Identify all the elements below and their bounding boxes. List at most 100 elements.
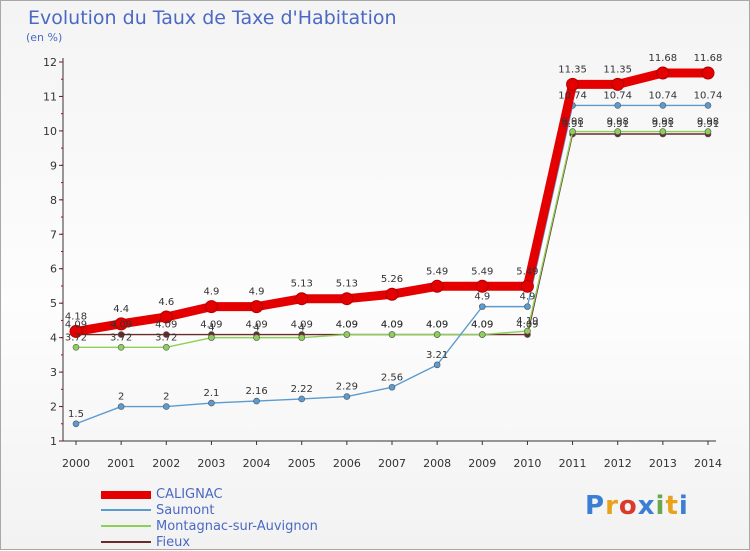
x-tick-label: 2010 bbox=[513, 457, 541, 470]
data-label: 5.49 bbox=[471, 266, 493, 277]
data-label: 9.98 bbox=[561, 117, 583, 128]
data-label: 5.49 bbox=[426, 266, 448, 277]
data-point bbox=[298, 395, 306, 403]
data-label: 5.26 bbox=[381, 274, 403, 285]
legend-swatch bbox=[101, 491, 151, 499]
data-label: 9.91 bbox=[697, 119, 719, 130]
data-label: 2.29 bbox=[336, 382, 358, 393]
logo-letter: t bbox=[665, 491, 679, 521]
series-layer bbox=[69, 66, 715, 428]
data-point bbox=[569, 128, 576, 135]
data-point bbox=[659, 128, 667, 135]
y-tick-label: 5 bbox=[50, 297, 57, 310]
data-point bbox=[162, 403, 170, 410]
data-point bbox=[478, 331, 486, 338]
data-label: 9.91 bbox=[652, 119, 674, 130]
data-point bbox=[340, 292, 354, 306]
data-label: 2.16 bbox=[245, 386, 267, 397]
data-label: 4.09 bbox=[381, 320, 403, 331]
data-point bbox=[659, 102, 667, 109]
x-tick-label: 2004 bbox=[243, 457, 271, 470]
y-tick-label: 4 bbox=[50, 332, 57, 345]
data-point bbox=[701, 66, 715, 80]
y-tick-label: 12 bbox=[43, 56, 57, 69]
data-point bbox=[208, 399, 215, 407]
data-point bbox=[566, 77, 580, 91]
data-point bbox=[656, 66, 670, 80]
data-point bbox=[72, 343, 80, 351]
data-label: 4.09 bbox=[381, 320, 403, 331]
proxiti-logo: Proxiti bbox=[585, 491, 689, 521]
data-point bbox=[388, 383, 396, 391]
data-label: 4.9 bbox=[474, 292, 490, 303]
data-label: 2 bbox=[118, 392, 124, 403]
data-label: 4 bbox=[299, 323, 305, 334]
data-label: 11.35 bbox=[603, 64, 632, 75]
logo-letter: i bbox=[678, 491, 689, 521]
x-tick-label: 2009 bbox=[468, 457, 496, 470]
data-label: 5.49 bbox=[516, 266, 538, 277]
x-tick-label: 2005 bbox=[288, 457, 316, 470]
data-point bbox=[253, 334, 260, 341]
x-tick-label: 2007 bbox=[378, 457, 406, 470]
data-point bbox=[524, 327, 531, 335]
data-label: 10.74 bbox=[694, 90, 723, 101]
legend-label: CALIGNAC bbox=[156, 487, 223, 502]
data-label: 4.09 bbox=[471, 320, 493, 331]
data-label: 10.74 bbox=[558, 90, 587, 101]
legend-swatch bbox=[101, 541, 151, 543]
y-tick-label: 3 bbox=[50, 366, 57, 379]
data-point bbox=[298, 334, 306, 341]
y-tick-label: 1 bbox=[50, 435, 57, 448]
y-tick-label: 11 bbox=[43, 90, 57, 103]
data-label: 4.09 bbox=[110, 320, 132, 331]
data-point bbox=[614, 128, 622, 135]
logo-letter: x bbox=[637, 491, 656, 521]
data-point bbox=[433, 361, 441, 369]
data-label: 4.09 bbox=[245, 320, 267, 331]
x-tick-label: 2001 bbox=[107, 457, 135, 470]
legend-label: Montagnac-sur-Auvignon bbox=[156, 519, 318, 534]
data-point bbox=[388, 331, 396, 338]
data-label: 9.98 bbox=[652, 117, 674, 128]
data-point bbox=[117, 343, 125, 351]
data-label: 4.09 bbox=[336, 320, 358, 331]
data-label: 9.98 bbox=[697, 117, 719, 128]
data-label: 9.91 bbox=[561, 119, 583, 130]
x-tick-label: 2014 bbox=[694, 457, 722, 470]
data-label: 2.22 bbox=[291, 384, 313, 395]
data-label: 4 bbox=[208, 323, 214, 334]
data-label: 11.68 bbox=[694, 53, 723, 64]
data-label: 4.4 bbox=[113, 304, 129, 315]
logo-letter: r bbox=[605, 491, 619, 521]
data-label: 10.74 bbox=[603, 90, 632, 101]
chart-title: Evolution du Taux de Taxe d'Habitation bbox=[28, 7, 397, 29]
data-label: 4.09 bbox=[291, 320, 313, 331]
data-label: 5.13 bbox=[336, 279, 358, 290]
x-tick-label: 2012 bbox=[604, 457, 632, 470]
y-tick-label: 8 bbox=[50, 194, 57, 207]
x-tick-label: 2011 bbox=[559, 457, 587, 470]
x-tick-label: 2008 bbox=[423, 457, 451, 470]
data-point bbox=[704, 102, 712, 109]
legend-swatch bbox=[101, 525, 151, 527]
data-label: 4.09 bbox=[336, 320, 358, 331]
data-point bbox=[385, 287, 399, 301]
data-point bbox=[343, 393, 351, 400]
data-point bbox=[611, 77, 625, 91]
data-point bbox=[159, 310, 173, 324]
data-point bbox=[204, 300, 218, 314]
legend-label: Fieux bbox=[156, 535, 191, 550]
data-label: 4.09 bbox=[426, 320, 448, 331]
data-label: 4.09 bbox=[516, 320, 538, 331]
data-label: 3.72 bbox=[110, 332, 132, 343]
y-tick-label: 10 bbox=[43, 125, 57, 138]
data-point bbox=[478, 303, 486, 310]
data-point bbox=[475, 279, 489, 293]
logo-letter: P bbox=[585, 491, 606, 521]
data-point bbox=[114, 317, 128, 331]
legend-swatch bbox=[101, 509, 151, 511]
data-label: 11.68 bbox=[649, 53, 678, 64]
legend-label: Saumont bbox=[156, 503, 215, 518]
